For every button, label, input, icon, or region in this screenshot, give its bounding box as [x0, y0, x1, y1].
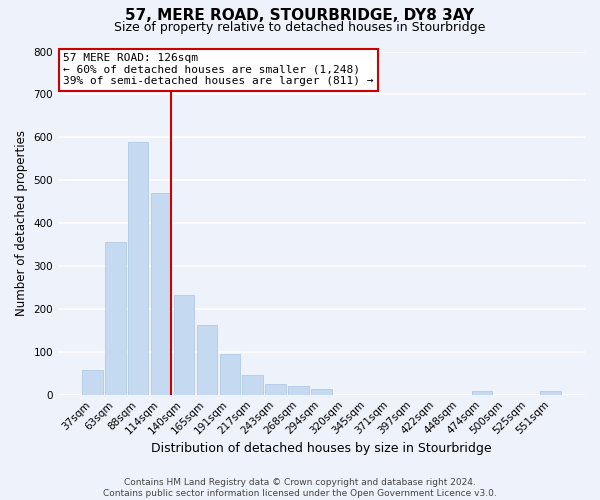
Bar: [288, 386, 309, 394]
Text: 57, MERE ROAD, STOURBRIDGE, DY8 3AY: 57, MERE ROAD, STOURBRIDGE, DY8 3AY: [125, 8, 475, 22]
Text: Size of property relative to detached houses in Stourbridge: Size of property relative to detached ho…: [115, 21, 485, 34]
Bar: [541, 392, 561, 394]
Bar: [197, 325, 217, 394]
Text: Contains HM Land Registry data © Crown copyright and database right 2024.
Contai: Contains HM Land Registry data © Crown c…: [103, 478, 497, 498]
Bar: [105, 242, 125, 394]
Text: 57 MERE ROAD: 126sqm
← 60% of detached houses are smaller (1,248)
39% of semi-de: 57 MERE ROAD: 126sqm ← 60% of detached h…: [64, 53, 374, 86]
Bar: [128, 142, 148, 394]
Bar: [472, 392, 492, 394]
X-axis label: Distribution of detached houses by size in Stourbridge: Distribution of detached houses by size …: [151, 442, 492, 455]
Bar: [173, 295, 194, 394]
Bar: [311, 388, 332, 394]
Bar: [265, 384, 286, 394]
Bar: [151, 193, 172, 394]
Bar: [220, 354, 240, 395]
Bar: [242, 374, 263, 394]
Bar: [82, 370, 103, 394]
Y-axis label: Number of detached properties: Number of detached properties: [15, 130, 28, 316]
